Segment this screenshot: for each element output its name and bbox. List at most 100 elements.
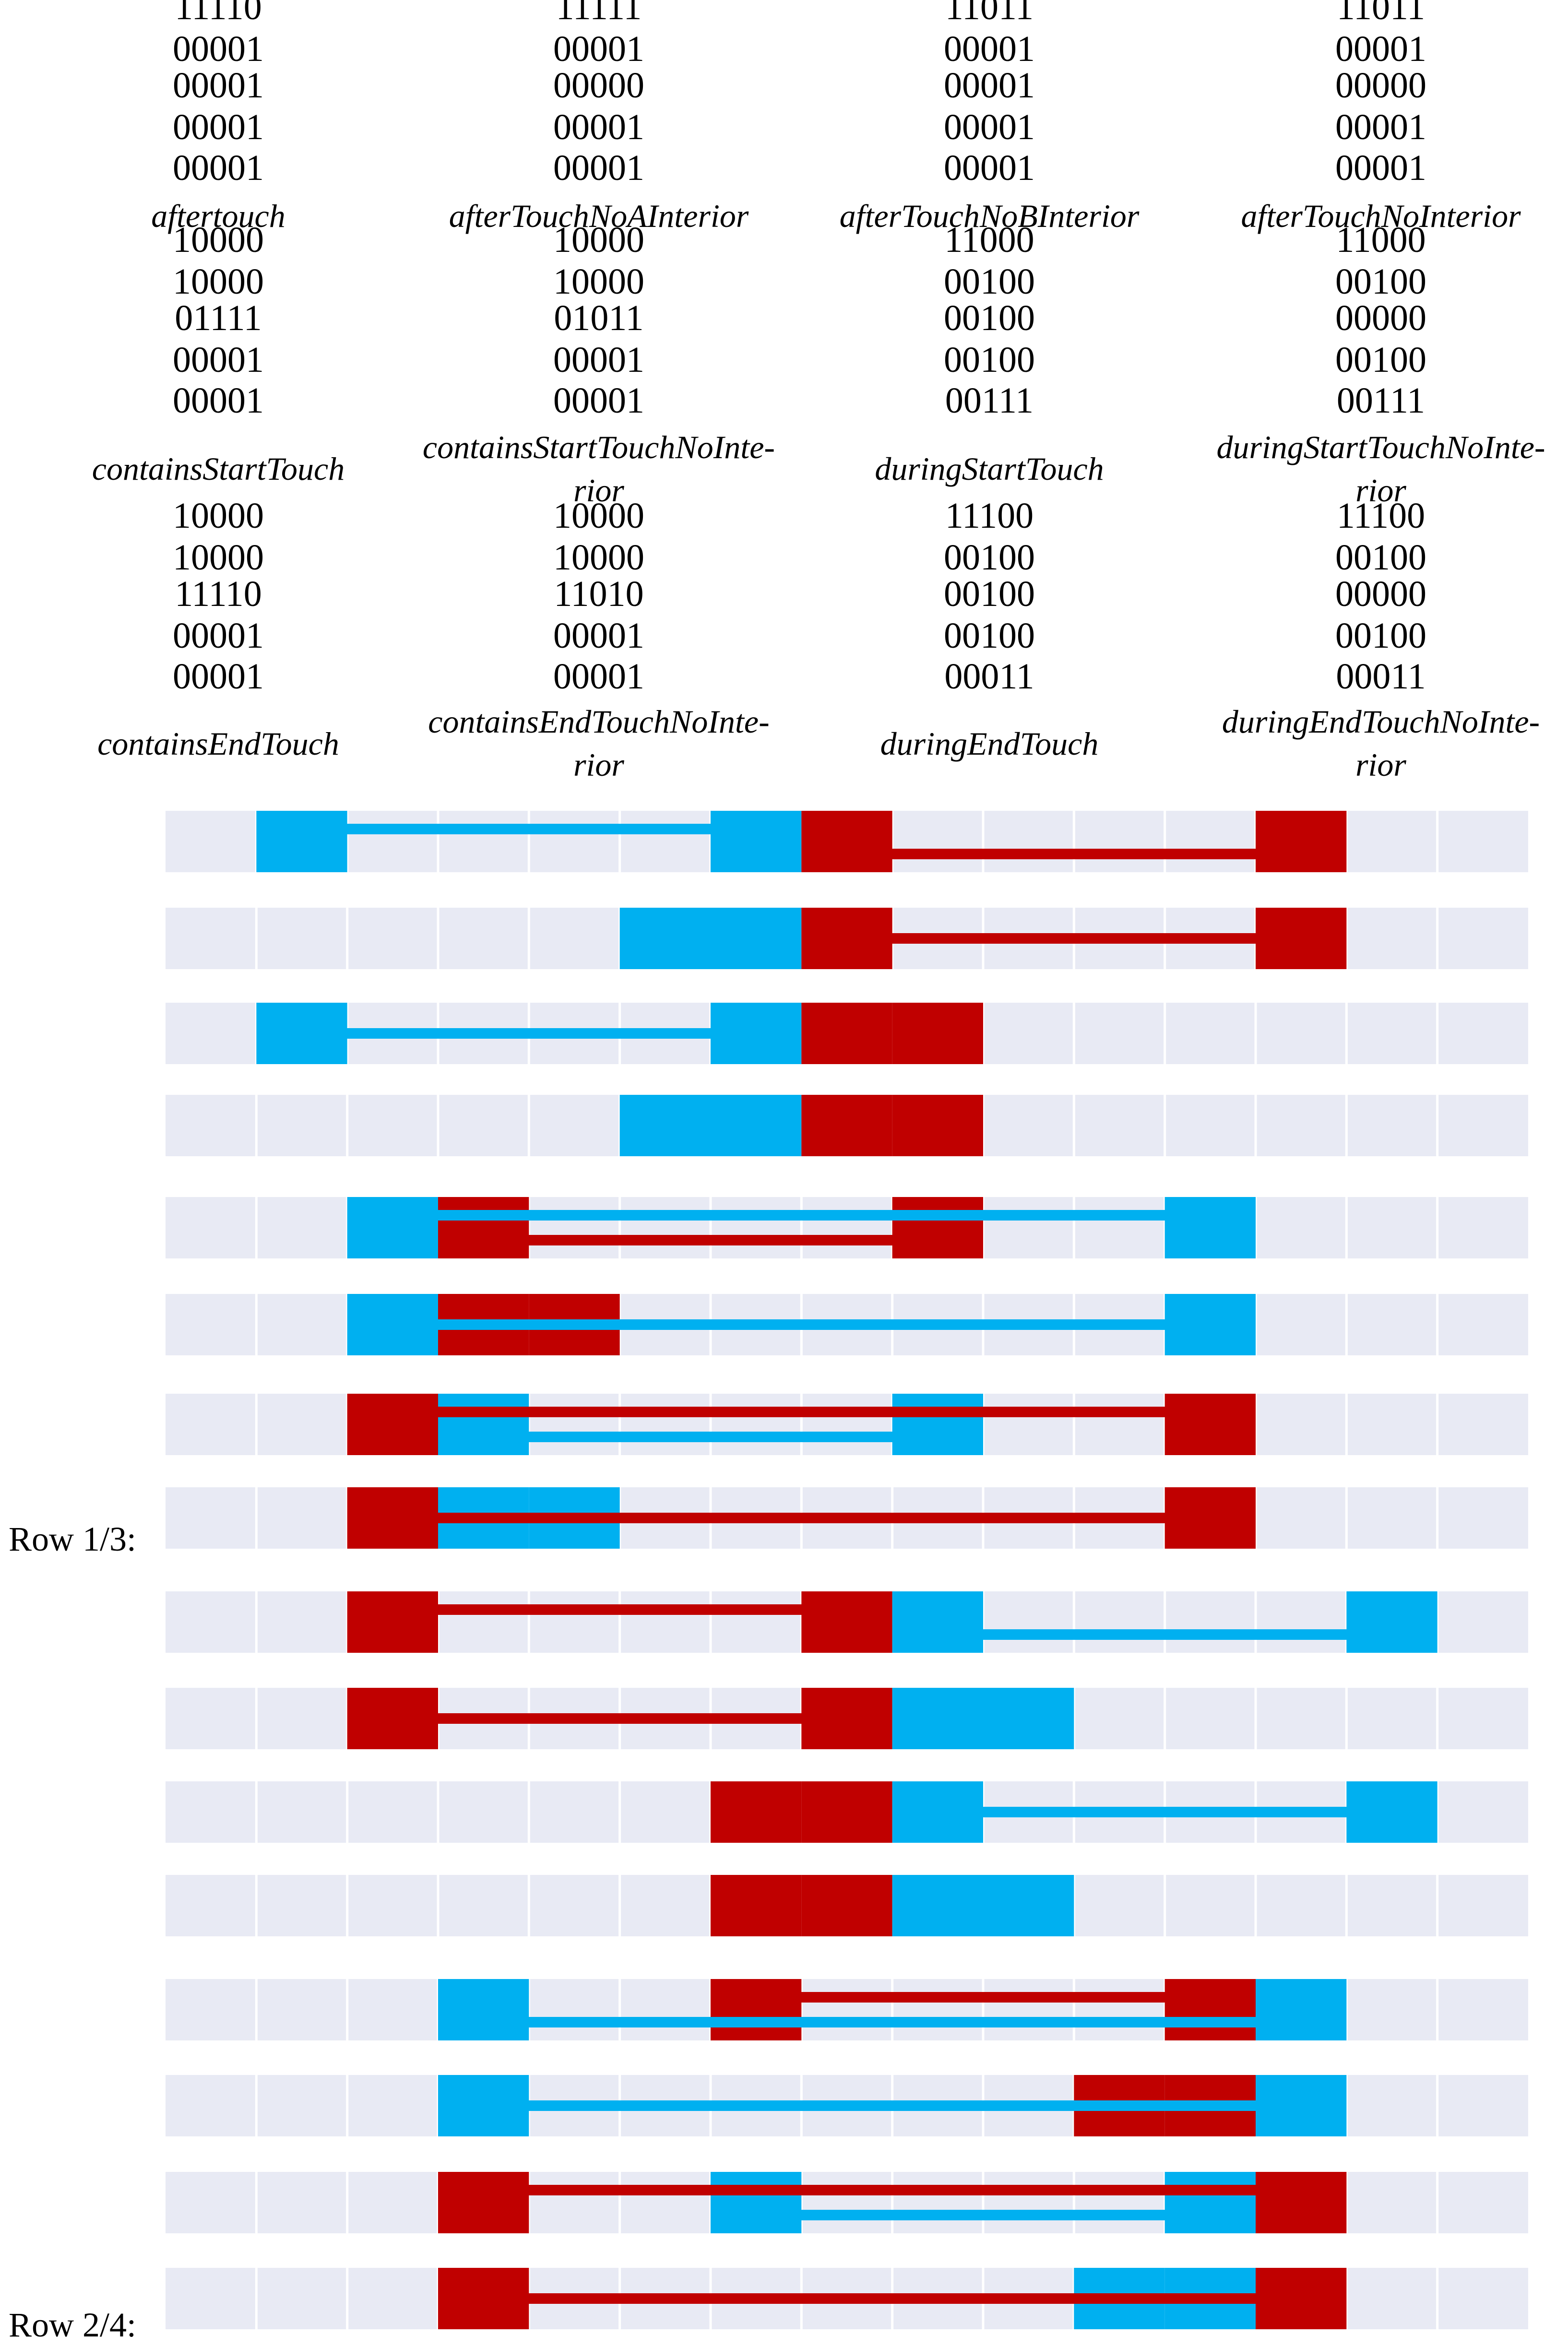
interval-endpoint-square: [892, 1875, 983, 1936]
relation-cell: 1000010000010110000100001containsStartTo…: [423, 220, 775, 509]
interval-a: [438, 1394, 983, 1455]
interval-endpoint-square: [801, 1688, 892, 1749]
matrix-row: 00111: [945, 380, 1033, 421]
matrix-row: 10000: [173, 261, 264, 302]
relation-cell: 1100000100000000010000111duringStartTouc…: [1216, 220, 1545, 509]
relation-cell: 1101100001000000000100001afterTouchNoInt…: [1241, 0, 1521, 234]
relation-cell: 1111100001000000000100001afterTouchNoAIn…: [449, 0, 749, 234]
matrix-row: 00001: [1335, 148, 1426, 188]
interval-lane: [166, 1487, 1528, 1549]
interval-endpoint-square: [347, 1197, 438, 1258]
interval-lane: [166, 2172, 1528, 2233]
relation-cell: 1000010000111100000100001containsEndTouc…: [97, 496, 339, 762]
relation-label: afterTouchNoAInterior: [449, 198, 749, 234]
interval-a: [438, 1979, 1347, 2040]
interval-a: [256, 811, 802, 872]
relation-cell: 1101100001000010000100001afterTouchNoBIn…: [840, 0, 1140, 234]
interval-endpoint-square: [892, 1591, 983, 1653]
interval-lane: [166, 1394, 1528, 1455]
interval-a: [711, 2172, 1256, 2233]
row-label: Row 1/3:: [9, 1520, 136, 1558]
relation-label-line: duringStartTouchNoInte-: [1216, 429, 1545, 465]
matrix-row: 11011: [1337, 0, 1425, 27]
interval-endpoint-square: [1256, 908, 1347, 969]
interval-a: [892, 1781, 1437, 1843]
matrix-row: 00100: [944, 298, 1035, 338]
matrix-row: 00001: [173, 656, 264, 697]
relation-label: aftertouch: [151, 198, 285, 234]
interval-b: [711, 1781, 892, 1843]
interval-endpoint-square: [1164, 1197, 1256, 1258]
interval-a: [619, 908, 802, 969]
interval-endpoint-square: [801, 1591, 892, 1653]
interval-endpoint-square: [438, 1394, 529, 1455]
matrix-row: 00000: [1335, 65, 1426, 106]
matrix-row: 00001: [944, 29, 1035, 69]
interval-a: [256, 1003, 802, 1064]
relation-label-line: containsStartTouchNoInte-: [423, 429, 775, 465]
matrix-row: 00100: [944, 537, 1035, 578]
interval-endpoint-square: [1256, 811, 1347, 872]
interval-endpoint-square: [892, 1688, 983, 1749]
matrix-row: 10000: [173, 496, 264, 536]
matrix-row: 00011: [1336, 656, 1425, 697]
interval-a: [892, 1591, 1437, 1653]
matrix-row: 00001: [553, 616, 644, 656]
interval-endpoint-square: [438, 1197, 529, 1258]
interval-endpoint-square: [347, 1294, 438, 1355]
relation-label: duringStartTouch: [875, 450, 1104, 487]
matrix-row: 00001: [553, 107, 644, 147]
interval-endpoint-square: [347, 1591, 438, 1653]
matrix-row: 11110: [175, 574, 262, 614]
interval-lane: [166, 811, 1528, 872]
interval-a: [347, 1294, 1256, 1355]
interval-endpoint-square: [347, 1487, 438, 1549]
interval-endpoint-square: [983, 1688, 1074, 1749]
interval-b: [347, 1591, 892, 1653]
interval-endpoint-square: [1256, 1979, 1347, 2040]
interval-endpoint-square: [711, 1095, 802, 1156]
interval-b: [347, 1688, 892, 1749]
matrix-row: 00000: [1335, 298, 1426, 338]
interval-lane: [166, 2268, 1528, 2329]
interval-endpoint-square: [711, 2172, 802, 2233]
matrix-row: 00111: [1337, 380, 1425, 421]
matrix-row: 00001: [944, 148, 1035, 188]
relation-label-line: rior: [1355, 747, 1406, 783]
interval-lane: [166, 2075, 1528, 2136]
interval-endpoint-square: [256, 811, 347, 872]
interval-endpoint-square: [892, 1003, 983, 1064]
interval-endpoint-square: [892, 1781, 983, 1843]
interval-lane: [166, 1979, 1528, 2040]
interval-b: [347, 1394, 1256, 1455]
matrix-row: 00001: [1335, 107, 1426, 147]
interval-a: [892, 1688, 1074, 1749]
matrix-row: 00100: [1335, 537, 1426, 578]
interval-endpoint-square: [1346, 1591, 1437, 1653]
interval-endpoint-square: [256, 1003, 347, 1064]
interval-endpoint-square: [711, 908, 802, 969]
interval-endpoint-square: [983, 1875, 1074, 1936]
relation-cell: 1100000100001000010000111duringStartTouc…: [875, 220, 1104, 487]
row-labels: Row 1/3: Row 2/4:: [9, 1520, 136, 2344]
matrix-row: 10000: [553, 496, 644, 536]
interval-endpoint-square: [347, 1688, 438, 1749]
interval-endpoint-square: [347, 1394, 438, 1455]
interval-endpoint-square: [1346, 1781, 1437, 1843]
interval-lane: [166, 1003, 1528, 1064]
interval-endpoint-square: [438, 2172, 529, 2233]
interval-endpoint-square: [801, 1781, 892, 1843]
relation-label: containsEndTouch: [97, 725, 339, 762]
interval-endpoint-square: [711, 811, 802, 872]
interval-endpoint-square: [801, 1875, 892, 1936]
interval-lane: [166, 1781, 1528, 1843]
interval-endpoint-square: [801, 1095, 892, 1156]
interval-endpoint-square: [619, 908, 711, 969]
interval-endpoint-square: [892, 1394, 983, 1455]
matrix-row: 00000: [1335, 574, 1426, 614]
interval-endpoint-square: [711, 1781, 802, 1843]
matrix-row: 10000: [553, 261, 644, 302]
matrix-row: 00001: [173, 340, 264, 380]
